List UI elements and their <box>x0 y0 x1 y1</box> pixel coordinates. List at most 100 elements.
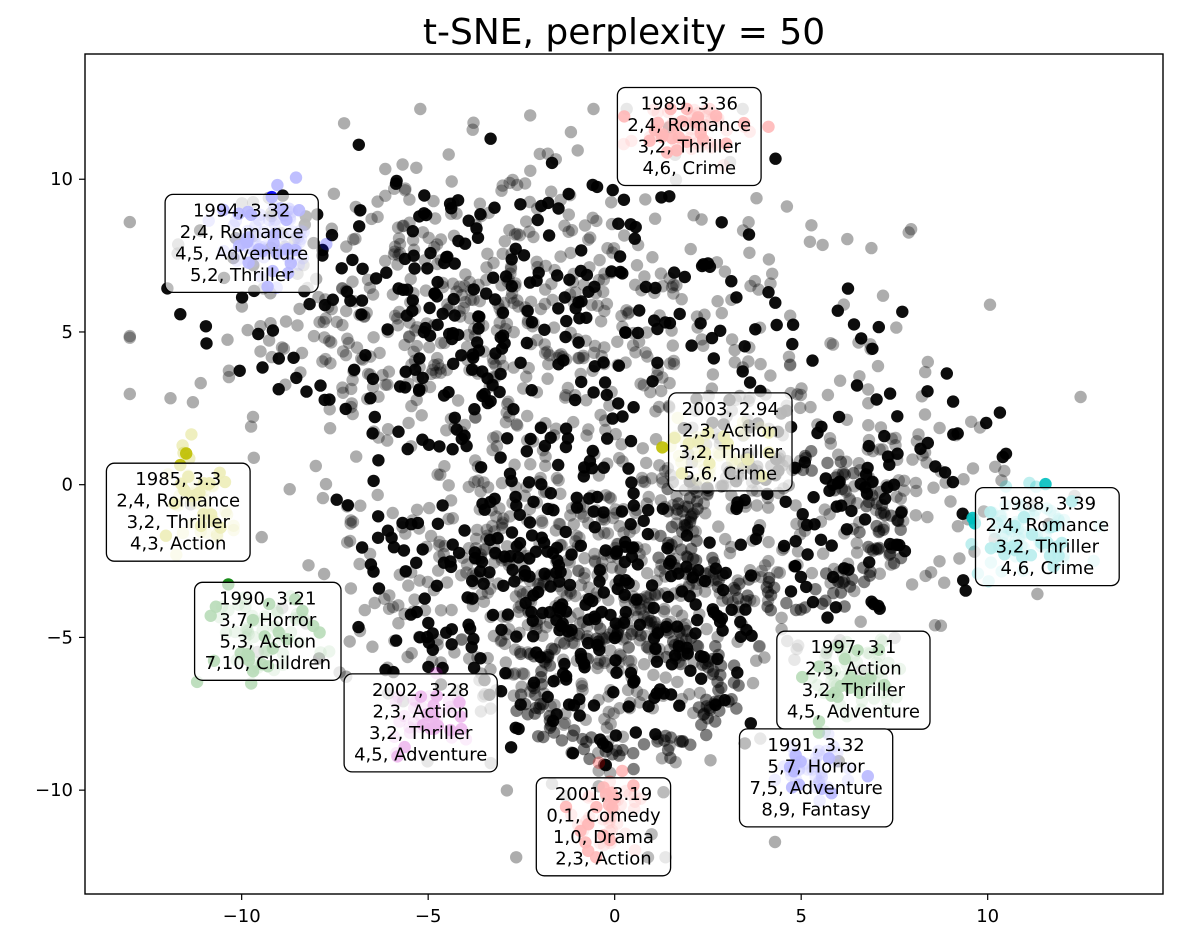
background-point <box>674 583 688 596</box>
background-point <box>819 472 832 485</box>
background-point <box>618 229 631 242</box>
background-point <box>407 345 420 358</box>
background-point <box>418 189 431 202</box>
background-point <box>622 462 635 475</box>
background-point <box>307 329 321 343</box>
background-point <box>927 481 940 494</box>
background-point <box>496 179 509 192</box>
background-point <box>479 543 492 556</box>
annotation-line: 2,3, Action <box>372 701 468 722</box>
background-point <box>814 533 828 546</box>
background-point <box>615 309 628 323</box>
background-point <box>487 541 501 554</box>
background-point <box>575 295 588 308</box>
background-point <box>495 184 508 197</box>
annotation-line: 2,3, Action <box>682 420 778 441</box>
cluster-point <box>1023 476 1036 490</box>
background-point <box>874 507 888 520</box>
background-point <box>471 474 485 487</box>
background-point <box>635 593 648 606</box>
background-point <box>416 371 429 385</box>
background-point <box>572 564 585 577</box>
background-point <box>637 379 650 392</box>
background-point <box>495 623 508 636</box>
background-point <box>612 397 625 410</box>
background-point <box>420 317 433 330</box>
background-point <box>711 609 724 622</box>
background-point <box>520 370 533 383</box>
background-point <box>541 147 554 160</box>
background-point <box>600 297 614 311</box>
background-point <box>559 330 572 344</box>
background-point <box>547 675 560 688</box>
background-point <box>466 592 479 605</box>
background-point <box>364 558 378 571</box>
background-point <box>463 622 477 635</box>
background-point <box>469 553 482 566</box>
background-point <box>623 525 636 539</box>
background-point <box>123 331 136 344</box>
background-point <box>794 401 807 415</box>
background-point <box>754 357 767 371</box>
background-point <box>652 400 666 414</box>
background-point <box>462 328 475 342</box>
background-point <box>578 461 591 474</box>
background-point <box>499 656 512 669</box>
background-point <box>535 478 548 491</box>
background-point <box>631 610 644 623</box>
background-point <box>598 758 611 771</box>
background-point <box>484 582 497 596</box>
background-point <box>398 338 411 352</box>
background-point <box>335 262 348 275</box>
cluster-point <box>656 441 669 454</box>
background-point <box>563 288 577 301</box>
background-point <box>388 240 402 253</box>
background-point <box>648 286 661 299</box>
background-point <box>410 556 423 569</box>
background-point <box>649 281 662 295</box>
background-point <box>621 683 635 697</box>
background-point <box>458 418 471 432</box>
background-point <box>468 364 482 377</box>
background-point <box>551 351 564 365</box>
background-point <box>897 484 911 497</box>
annotation-line: 3,2, Thriller <box>369 723 473 744</box>
background-point <box>497 512 510 525</box>
background-point <box>590 214 603 228</box>
background-point <box>495 476 509 490</box>
background-point <box>499 416 513 429</box>
background-point <box>523 195 536 209</box>
background-point <box>422 616 435 630</box>
background-point <box>761 491 774 505</box>
background-point <box>497 579 510 592</box>
background-point <box>762 286 775 299</box>
background-point <box>434 233 448 246</box>
background-point <box>446 277 460 290</box>
background-point <box>641 567 654 580</box>
background-point <box>398 607 411 621</box>
background-point <box>973 421 987 434</box>
background-point <box>657 605 671 618</box>
background-point <box>909 509 922 522</box>
background-point <box>352 620 365 634</box>
background-point <box>748 274 762 288</box>
background-point <box>501 540 514 553</box>
background-point <box>541 345 554 358</box>
background-point <box>547 429 561 442</box>
background-point <box>496 516 509 529</box>
background-point <box>889 439 902 452</box>
background-point <box>381 378 394 391</box>
background-point <box>559 669 573 683</box>
annotation-line: 1989, 3.36 <box>641 93 738 114</box>
background-point <box>559 389 572 402</box>
background-point <box>617 193 631 206</box>
background-point <box>762 501 775 514</box>
background-point <box>644 385 657 399</box>
background-point <box>473 197 487 210</box>
background-point <box>553 575 566 588</box>
background-point <box>616 267 629 280</box>
background-point <box>372 510 385 523</box>
background-point <box>341 499 355 512</box>
background-point <box>687 568 700 581</box>
